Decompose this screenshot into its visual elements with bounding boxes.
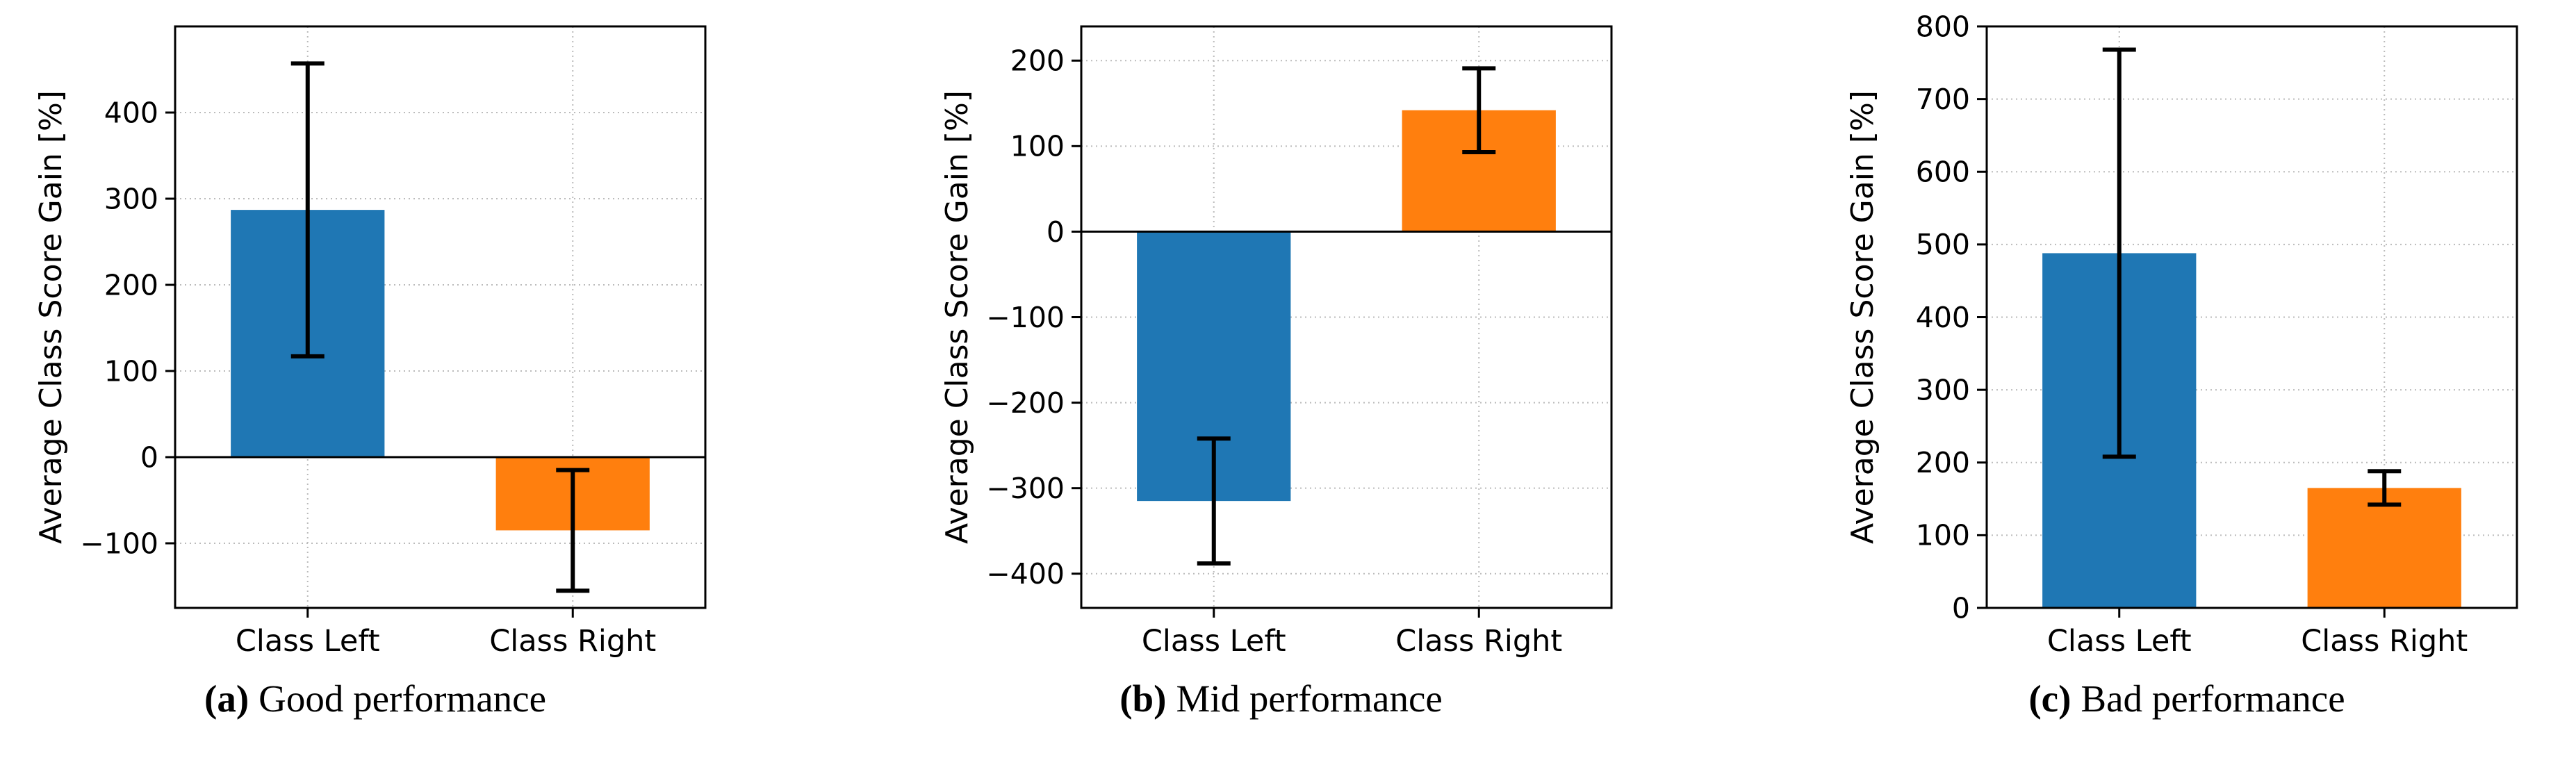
panel-label-c: (c) [2028, 677, 2072, 720]
panel-label-a: (a) [204, 677, 249, 720]
caption-text-c: Bad performance [2081, 677, 2345, 720]
y-tick-label: 100 [1010, 130, 1064, 163]
error-bar-class-left [290, 61, 325, 358]
chart-svg: 0 100 200 300 400 500 600 700 800 Class Left Class… [1845, 10, 2518, 659]
subfigure-good-performance: −100 0 100 200 300 400 Class Left Class Right Av… [28, 7, 723, 720]
error-bar-class-right [556, 468, 590, 593]
panel-label-b: (b) [1119, 677, 1167, 720]
error-bar-class-left [2102, 47, 2136, 459]
caption-mid-performance: (b) Mid performance [1119, 677, 1443, 720]
y-tick-label: 200 [1010, 44, 1064, 78]
y-axis-label: Average Class Score Gain [%] [33, 90, 69, 544]
caption-bad-performance: (c) Bad performance [2028, 677, 2345, 720]
chart-svg: −100 0 100 200 300 400 Class Left Class Right Av… [33, 25, 707, 659]
subfigure-mid-performance: −400 −300 −200 −100 0 100 200 Class Left Class R… [934, 7, 1629, 720]
x-tick-label-class-right: Class Right [2301, 624, 2468, 659]
y-tick-label: −400 [986, 557, 1065, 591]
bar-chart-good-performance: −100 0 100 200 300 400 Class Left Class Right Av… [28, 7, 723, 674]
subfigure-bad-performance: 0 100 200 300 400 500 600 700 800 Class Left Class… [1839, 7, 2534, 720]
x-tick-label-class-left: Class Left [1141, 624, 1286, 659]
y-tick-label: −200 [986, 386, 1065, 420]
figure-row: −100 0 100 200 300 400 Class Left Class Right Av… [28, 7, 2534, 720]
y-tick-label: 0 [1046, 215, 1064, 249]
error-bar-class-left [1197, 436, 1231, 566]
y-tick-label: 500 [1916, 228, 1970, 261]
bar-class-right [2307, 488, 2461, 608]
y-tick-label: 200 [1916, 446, 1970, 479]
y-tick-label: 100 [1916, 519, 1970, 552]
y-tick-label: 0 [1952, 591, 1970, 625]
y-tick-label: 400 [1916, 301, 1970, 334]
y-tick-label: 200 [104, 268, 158, 302]
bar-chart-mid-performance: −400 −300 −200 −100 0 100 200 Class Left Class R… [934, 7, 1629, 674]
y-tick-label: −100 [986, 301, 1065, 334]
x-tick-label-class-right: Class Right [489, 624, 656, 659]
plot-frame [174, 25, 707, 609]
y-tick-label: 0 [140, 440, 158, 474]
bar-chart-bad-performance: 0 100 200 300 400 500 600 700 800 Class Left Class… [1839, 7, 2534, 674]
y-tick-label: −100 [80, 527, 158, 560]
y-axis-label: Average Class Score Gain [%] [1845, 90, 1880, 544]
y-tick-label: 700 [1916, 83, 1970, 116]
x-tick-label-class-left: Class Left [2047, 624, 2192, 659]
y-tick-label: 100 [104, 354, 158, 388]
y-tick-label: −300 [986, 472, 1065, 505]
y-tick-label: 300 [104, 182, 158, 215]
y-axis-label: Average Class Score Gain [%] [940, 90, 975, 544]
caption-good-performance: (a) Good performance [204, 677, 546, 720]
chart-svg: −400 −300 −200 −100 0 100 200 Class Left Class R… [940, 25, 1612, 659]
x-tick-label-class-right: Class Right [1395, 624, 1562, 659]
caption-text-b: Mid performance [1176, 677, 1443, 720]
y-tick-label: 600 [1916, 156, 1970, 189]
x-tick-label-class-left: Class Left [236, 624, 380, 659]
caption-text-a: Good performance [259, 677, 546, 720]
error-bar-class-right [1461, 66, 1495, 154]
y-tick-label: 300 [1916, 373, 1970, 406]
y-tick-label: 800 [1916, 10, 1970, 43]
y-tick-label: 400 [104, 96, 158, 129]
error-bar-class-right [2368, 469, 2402, 507]
